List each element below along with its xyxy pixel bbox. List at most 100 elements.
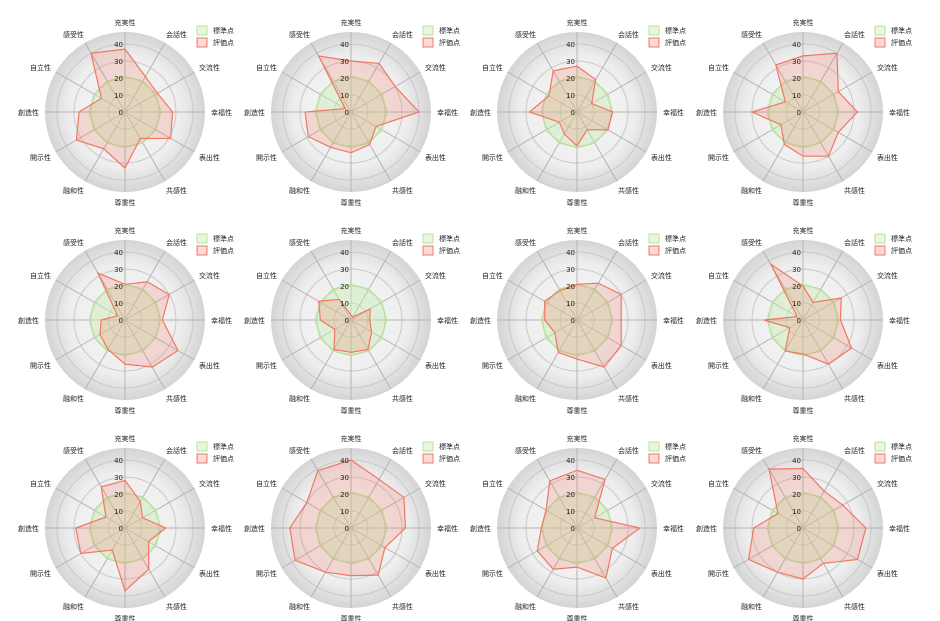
legend-swatch-standard: [422, 25, 434, 36]
tick-label: 10: [566, 508, 575, 516]
axis-line: [124, 458, 166, 529]
axis-label: 自立性: [30, 271, 51, 280]
axis-label: 幸福性: [663, 108, 684, 117]
evaluation-series: [747, 467, 867, 580]
axis-label: 尊重性: [567, 406, 588, 415]
axis-label: 尊重性: [341, 406, 362, 415]
tick-label: 40: [792, 457, 801, 465]
axis-line: [802, 42, 844, 113]
legend-label: 評価点: [665, 454, 686, 463]
axis-line: [762, 111, 804, 182]
axis-line: [802, 319, 873, 361]
axis-line: [762, 319, 804, 390]
axis-label: 充実性: [567, 226, 588, 235]
axis-label: 感受性: [741, 30, 762, 39]
axis-label: 尊重性: [341, 614, 362, 621]
tick-label: 40: [792, 41, 801, 49]
axis-line: [733, 279, 804, 321]
legend-label: 評価点: [665, 38, 686, 47]
axis-label: 共感性: [392, 186, 413, 195]
axis-line: [802, 527, 873, 569]
axis-label: 交流性: [651, 479, 672, 488]
axis-label: 表出性: [199, 153, 220, 162]
tick-label: 10: [340, 300, 349, 308]
legend-label: 評価点: [439, 454, 460, 463]
tick-label: 0: [119, 317, 123, 325]
axis-line: [281, 527, 352, 569]
axis-label: 自立性: [30, 63, 51, 72]
axis-line: [281, 111, 352, 153]
legend-label: 標準点: [891, 234, 912, 243]
axis-label: 尊重性: [567, 198, 588, 207]
tick-label: 0: [797, 109, 801, 117]
axis-label: 自立性: [482, 63, 503, 72]
axis-label: 開示性: [30, 153, 51, 162]
axis-line: [576, 250, 618, 321]
axis-line: [733, 319, 804, 361]
legend-swatch-evaluation: [422, 37, 434, 48]
axis-label: 創造性: [696, 524, 717, 533]
legend-swatch-standard: [874, 25, 886, 36]
tick-label: 20: [792, 75, 801, 83]
axis-label: 充実性: [341, 18, 362, 27]
tick-label: 0: [345, 317, 349, 325]
axis-line: [55, 71, 126, 113]
axis-line: [507, 319, 578, 361]
axis-label: 共感性: [618, 602, 639, 611]
axis-label: 表出性: [877, 569, 898, 578]
axis-line: [507, 279, 578, 321]
axis-label: 幸福性: [211, 316, 232, 325]
tick-label: 30: [114, 266, 123, 274]
tick-label: 30: [566, 474, 575, 482]
tick-label: 0: [797, 525, 801, 533]
axis-label: 会話性: [618, 238, 639, 247]
tick-label: 30: [792, 474, 801, 482]
axis-label: 交流性: [877, 271, 898, 280]
axis-label: 創造性: [244, 108, 265, 117]
axis-label: 開示性: [708, 361, 729, 370]
axis-label: 開示性: [708, 153, 729, 162]
tick-label: 30: [340, 58, 349, 66]
axis-label: 尊重性: [793, 406, 814, 415]
axis-label: 充実性: [115, 18, 136, 27]
axis-label: 感受性: [515, 30, 536, 39]
axis-line: [84, 250, 126, 321]
legend-label: 標準点: [439, 442, 460, 451]
axis-line: [536, 111, 578, 182]
axis-label: 開示性: [482, 361, 503, 370]
axis-label: 交流性: [877, 479, 898, 488]
axis-line: [55, 487, 126, 529]
axis-line: [55, 527, 126, 569]
axis-line: [802, 111, 873, 153]
legend-label: 標準点: [891, 442, 912, 451]
axis-label: 表出性: [425, 361, 446, 370]
axis-line: [124, 319, 166, 390]
axis-line: [350, 319, 421, 361]
axis-line: [576, 458, 618, 529]
axis-label: 表出性: [425, 153, 446, 162]
legend-label: 評価点: [665, 246, 686, 255]
axis-line: [762, 527, 804, 598]
tick-label: 20: [114, 75, 123, 83]
tick-label: 10: [114, 508, 123, 516]
axis-line: [124, 111, 195, 153]
axis-label: 融和性: [515, 394, 536, 403]
evaluation-series: [96, 271, 179, 368]
axis-label: 開示性: [256, 569, 277, 578]
axis-label: 開示性: [30, 361, 51, 370]
axis-label: 交流性: [425, 63, 446, 72]
axis-line: [124, 527, 166, 598]
evaluation-series: [528, 65, 614, 147]
tick-label: 10: [566, 92, 575, 100]
axis-label: 幸福性: [889, 316, 910, 325]
legend-label: 標準点: [213, 442, 234, 451]
tick-label: 10: [566, 300, 575, 308]
axis-label: 自立性: [256, 479, 277, 488]
axis-line: [350, 42, 392, 113]
axis-label: 交流性: [651, 63, 672, 72]
